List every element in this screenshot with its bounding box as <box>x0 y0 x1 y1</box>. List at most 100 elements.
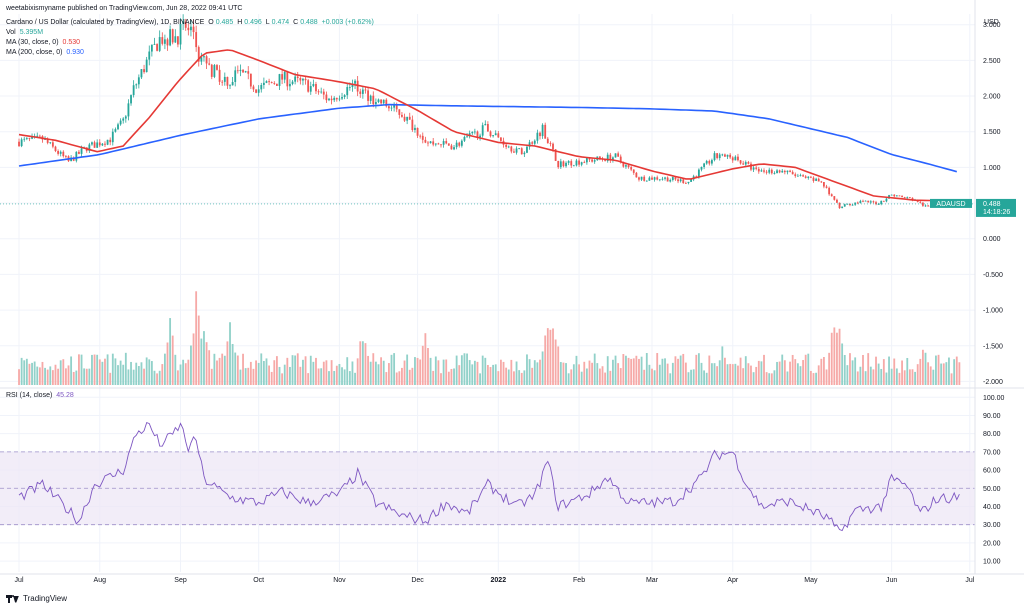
candle-body <box>742 163 745 165</box>
price-tick-label: 2.500 <box>983 58 1001 65</box>
candle-body <box>177 36 179 45</box>
candle-body <box>799 175 802 177</box>
volume-bar <box>299 366 302 385</box>
candle-body <box>494 133 497 136</box>
rsi-tick-label: 20.00 <box>983 540 1001 547</box>
candle-body <box>229 85 231 87</box>
volume-bar <box>575 355 578 385</box>
volume-bars <box>18 291 961 385</box>
candle-body <box>158 37 161 51</box>
volume-bar <box>812 373 815 385</box>
volume-bar <box>200 338 203 385</box>
candle-body <box>80 148 83 154</box>
candle-body <box>710 160 713 164</box>
rsi-tick-label: 60.00 <box>983 468 1001 475</box>
candle-body <box>401 114 403 117</box>
candle-body <box>856 202 859 204</box>
volume-bar <box>119 360 122 385</box>
candle-body <box>101 143 104 146</box>
candle-body <box>664 177 666 179</box>
candle-body <box>481 125 484 136</box>
volume-bar <box>622 354 625 385</box>
volume-bar <box>98 359 101 385</box>
candle-body <box>575 160 578 166</box>
price-tick-label: 0.000 <box>983 236 1001 243</box>
candle-body <box>343 95 346 97</box>
close-label: C <box>293 19 299 26</box>
volume-bar <box>221 353 224 385</box>
candle-body <box>190 26 192 31</box>
rsi-legend[interactable]: RSI (14, close) 45.28 <box>6 392 76 399</box>
volume-bar <box>369 361 372 385</box>
volume-bar <box>859 366 862 385</box>
candle-body <box>281 74 284 80</box>
volume-bar <box>872 369 875 385</box>
candle-body <box>919 201 922 203</box>
time-tick-label: Apr <box>727 577 739 584</box>
ma30-legend[interactable]: MA (30, close, 0) 0.530 <box>6 39 82 46</box>
candle-body <box>713 153 716 161</box>
volume-bar <box>924 352 927 385</box>
symbol-tag-bg <box>930 198 972 208</box>
candle-body <box>690 179 692 182</box>
volume-bar <box>234 352 237 385</box>
candle-body <box>708 160 711 164</box>
volume-bar <box>179 364 182 385</box>
volume-bar <box>593 353 596 385</box>
volume-bar <box>218 357 221 385</box>
candle-body <box>117 124 119 130</box>
volume-bar <box>619 368 622 385</box>
volume-bar <box>150 361 153 385</box>
footer-brand[interactable]: TradingView <box>6 594 67 603</box>
candle-body <box>96 142 99 148</box>
candle-body <box>289 83 291 87</box>
ma200-legend[interactable]: MA (200, close, 0) 0.930 <box>6 49 86 56</box>
rsi-tick-label: 90.00 <box>983 413 1001 420</box>
candle-body <box>322 91 325 95</box>
candle-body <box>93 142 96 148</box>
candle-body <box>150 44 153 52</box>
volume-bar <box>546 328 549 385</box>
candle-body <box>127 103 130 117</box>
time-tick-label: Nov <box>333 577 346 584</box>
candle-body <box>763 170 765 172</box>
time-tick-label: Dec <box>411 577 424 584</box>
volume-bar <box>249 361 252 385</box>
volume-bar <box>726 364 729 385</box>
volume-bar <box>888 356 890 385</box>
volume-bar <box>942 363 945 385</box>
candle-body <box>796 175 799 177</box>
volume-bar <box>671 362 674 385</box>
volume-bar <box>385 372 388 385</box>
volume-legend[interactable]: Vol 5.395M <box>6 29 45 36</box>
volume-bar <box>122 364 125 385</box>
axes[interactable]: USD3.0002.5002.0001.5001.0000.5000.000-0… <box>0 0 1024 584</box>
candle-body <box>247 71 250 74</box>
candle-body <box>242 69 244 73</box>
volume-bar <box>132 369 135 385</box>
symbol-legend[interactable]: Cardano / US Dollar (calculated by Tradi… <box>6 19 376 26</box>
volume-bar <box>567 373 570 385</box>
time-tick-label: Sep <box>174 577 187 584</box>
candle-body <box>859 200 862 203</box>
change-value: +0.003 (+0.62%) <box>321 19 374 26</box>
candle-body <box>614 153 617 158</box>
volume-bar <box>500 359 502 385</box>
volume-bar <box>70 356 73 385</box>
volume-bar <box>171 335 174 385</box>
candle-body <box>544 124 547 139</box>
volume-bar <box>554 339 557 385</box>
volume-bar <box>124 352 127 385</box>
price-tick-label: 3.000 <box>983 22 1001 29</box>
candle-body <box>216 65 218 70</box>
volume-bar <box>156 373 158 385</box>
volume-bar <box>187 359 190 385</box>
volume-bar <box>273 360 276 385</box>
candle-body <box>325 94 328 101</box>
candle-body <box>549 143 552 144</box>
candle-body <box>31 136 33 139</box>
volume-bar <box>38 367 41 385</box>
volume-bar <box>765 372 768 385</box>
candle-body <box>434 143 437 145</box>
candle-body <box>539 132 541 137</box>
